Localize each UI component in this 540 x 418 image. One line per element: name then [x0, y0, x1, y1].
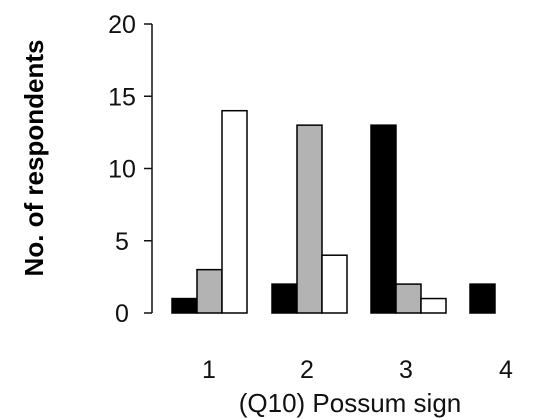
- bar-2-series-2: [296, 124, 323, 314]
- x-tick-labels: 1 2 3 4: [202, 356, 513, 384]
- x-tick-label: 2: [300, 356, 314, 384]
- x-tick-label: 3: [399, 356, 413, 384]
- bar-3-series-2: [395, 283, 422, 314]
- y-tick-label: 20: [108, 11, 136, 39]
- bar-3-series-3: [420, 297, 447, 314]
- y-ticks: 0 5 10 15 20: [108, 11, 152, 328]
- bar-1-series-1: [171, 297, 198, 314]
- bar-2-series-1: [271, 283, 298, 314]
- bars: [171, 109, 496, 314]
- x-tick-label: 1: [202, 356, 216, 384]
- bar-1-series-2: [196, 268, 223, 314]
- bar-3-series-1: [370, 124, 397, 314]
- x-axis-label: (Q10) Possum sign: [239, 388, 462, 418]
- bar-4-series-1: [469, 283, 496, 314]
- y-tick-label: 5: [115, 228, 129, 256]
- bar-1-series-3: [221, 109, 248, 314]
- bar-2-series-3: [321, 254, 348, 314]
- x-tick-label: 4: [499, 356, 513, 384]
- y-tick-label: 0: [115, 300, 129, 328]
- y-tick-label: 10: [108, 156, 136, 184]
- y-axis-label: No. of respondents: [19, 40, 49, 277]
- y-tick-label: 15: [108, 83, 136, 111]
